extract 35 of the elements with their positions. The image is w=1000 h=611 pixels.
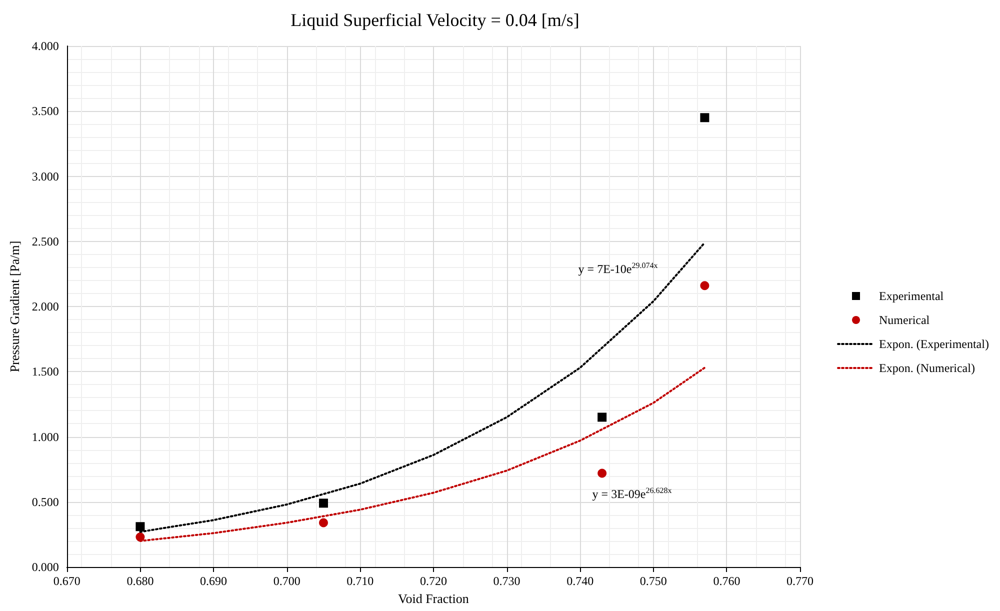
point (700, 281, 710, 290)
x-tick-label: 0.700 (273, 574, 300, 588)
x-tick-label: 0.680 (126, 574, 154, 588)
y-tick-label: 0.500 (32, 494, 59, 509)
legend-label: Expon. (Numerical) (879, 361, 975, 375)
x-tick-label: 0.770 (786, 574, 814, 588)
x-tick-label: 0.670 (53, 574, 80, 588)
point (136, 522, 145, 532)
point (318, 518, 328, 528)
x-tick-label: 0.750 (640, 574, 667, 588)
x-tick-label: 0.720 (420, 574, 447, 588)
x-axis-title: Void Fraction (398, 590, 470, 606)
y-tick-label: 3.500 (32, 104, 59, 118)
legend-label: Expon. (Experimental) (879, 337, 989, 351)
point (700, 113, 710, 122)
y-tick-label: 1.500 (32, 364, 59, 379)
legend-label: Experimental (879, 289, 944, 303)
point (598, 468, 607, 478)
y-tick-label: 2.000 (32, 300, 59, 314)
x-tick-label: 0.760 (713, 574, 740, 588)
chart-title: Liquid Superficial Velocity = 0.04 [m/s] (290, 10, 580, 30)
point (598, 412, 607, 422)
point (318, 498, 328, 508)
x-tick-label: 0.730 (493, 574, 520, 588)
y-tick-label: 2.500 (32, 234, 59, 248)
y-axis-title: Pressure Gradient [Pa/m] (7, 240, 22, 372)
x-tick-label: 0.690 (200, 574, 228, 588)
point (136, 532, 145, 542)
x-tick-label: 0.740 (566, 574, 594, 588)
y-tick-label: 3.000 (32, 169, 59, 184)
y-tick-label: 0.000 (32, 560, 59, 574)
legend-label: Numerical (879, 313, 930, 327)
y-tick-label: 4.000 (32, 39, 59, 53)
y-tick-label: 1.000 (32, 430, 59, 444)
x-tick-label: 0.710 (346, 574, 374, 588)
